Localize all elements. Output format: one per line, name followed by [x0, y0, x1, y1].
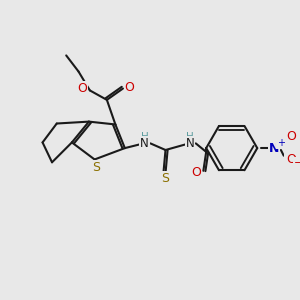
Text: +: +: [277, 138, 285, 148]
Text: N: N: [186, 137, 194, 150]
Text: N: N: [140, 137, 149, 150]
Text: S: S: [92, 161, 101, 175]
Text: N: N: [269, 142, 280, 154]
Text: H: H: [186, 132, 194, 142]
Text: O: O: [191, 166, 201, 179]
Text: O: O: [77, 82, 87, 95]
Text: O: O: [124, 81, 134, 94]
Text: O: O: [286, 130, 296, 143]
Text: −: −: [294, 158, 300, 168]
Text: H: H: [141, 132, 148, 142]
Text: O: O: [286, 153, 296, 166]
Text: S: S: [161, 172, 169, 185]
